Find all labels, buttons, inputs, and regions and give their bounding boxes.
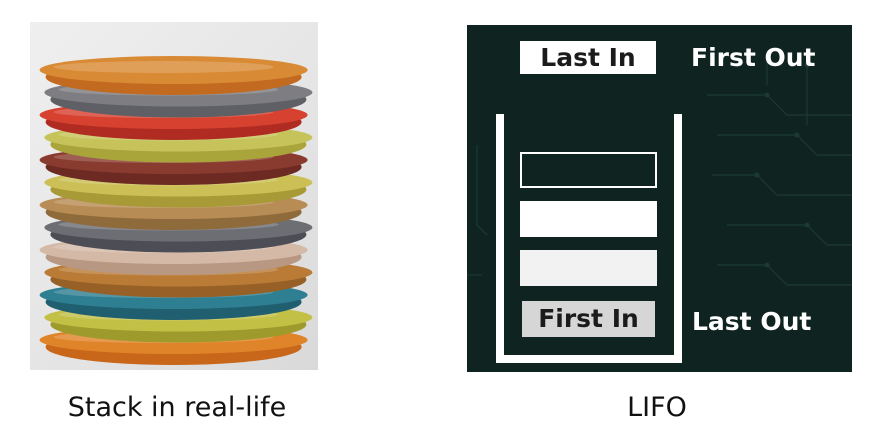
stack-container-right-wall: [674, 114, 682, 363]
last-in-label: Last In: [520, 41, 656, 74]
first-out-label: First Out: [691, 43, 816, 72]
circuit-background: [467, 55, 852, 286]
stack-container-bottom: [496, 355, 682, 363]
stack-slot: [520, 250, 657, 286]
stack-slot-empty: [520, 152, 657, 188]
plate: [39, 56, 308, 95]
lifo-diagram: Last In First Out First In Last Out: [467, 25, 852, 372]
plate-stack-photo: [30, 22, 318, 370]
stack-container-left-wall: [496, 114, 504, 363]
stack-slot: [520, 201, 657, 237]
caption-stack-real-life: Stack in real-life: [67, 392, 287, 423]
plate-stack-illustration: [39, 56, 313, 365]
caption-lifo: LIFO: [627, 392, 687, 423]
last-out-label: Last Out: [692, 307, 812, 336]
first-in-label: First In: [522, 301, 655, 337]
